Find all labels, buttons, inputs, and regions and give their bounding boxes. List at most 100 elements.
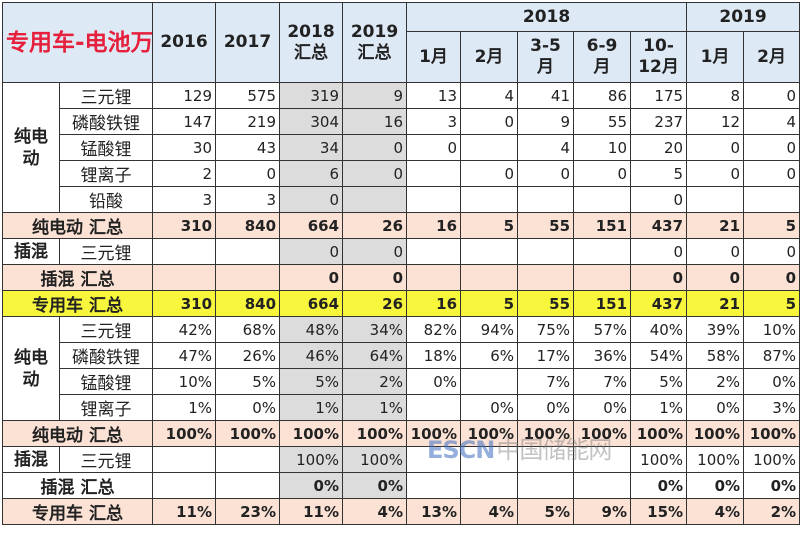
table-cell bbox=[517, 446, 575, 473]
table-cell bbox=[573, 446, 632, 473]
row-label: 纯电动 汇总 bbox=[1, 420, 154, 447]
table-cell: 0 bbox=[460, 108, 519, 135]
table-cell: 54% bbox=[630, 342, 688, 369]
table-cell: 18% bbox=[406, 342, 462, 369]
row-label: 三元锂 bbox=[58, 238, 154, 265]
table-cell: 2 bbox=[152, 160, 217, 187]
table-cell: 3% bbox=[743, 394, 800, 421]
table-cell: 0 bbox=[743, 238, 800, 265]
table-cell: 0% bbox=[460, 394, 519, 421]
table-cell: 151 bbox=[573, 290, 632, 317]
table-title-text: 专用车-电池万度 bbox=[6, 29, 153, 56]
table-cell bbox=[743, 186, 800, 213]
table-cell: 0 bbox=[279, 186, 344, 213]
table-cell: 75% bbox=[517, 316, 575, 343]
table-cell: 0% bbox=[686, 472, 745, 499]
table-cell: 86 bbox=[573, 82, 632, 109]
table-row: 专用车 汇总 11% 23% 11% 4% 13% 4% 5% 9% 15% 4% 2% bbox=[1, 498, 800, 525]
table-cell bbox=[573, 264, 632, 291]
table-cell bbox=[517, 186, 575, 213]
header-text: 1月 bbox=[419, 46, 448, 67]
row-label: 三元锂 bbox=[58, 82, 154, 109]
table-cell: 175 bbox=[630, 82, 688, 109]
table-cell: 310 bbox=[152, 290, 217, 317]
table-row: 专用车 汇总 310 840 664 26 16 5 55 151 437 21 5 bbox=[1, 290, 800, 317]
table-cell: 87% bbox=[743, 342, 800, 369]
table-cell: 11% bbox=[152, 498, 217, 525]
table-cell: 0 bbox=[279, 238, 344, 265]
table-cell: 310 bbox=[152, 212, 217, 239]
table-cell: 147 bbox=[152, 108, 217, 135]
header-row: 1月 2月 3-5 月 6-9 月 10- 12月 1月 2月 bbox=[3, 31, 800, 83]
table-cell: 237 bbox=[630, 108, 688, 135]
table-cell: 13 bbox=[406, 82, 462, 109]
table-cell: 4% bbox=[460, 498, 519, 525]
table-cell: 41 bbox=[517, 82, 575, 109]
table-cell: 0% bbox=[342, 472, 408, 499]
column-header-year: 2018 汇总 bbox=[279, 2, 344, 83]
table-cell: 34 bbox=[279, 134, 344, 161]
table-cell: 6% bbox=[460, 342, 519, 369]
table-cell bbox=[573, 238, 632, 265]
table-cell: 34% bbox=[342, 316, 408, 343]
header-text: 3-5 bbox=[530, 36, 561, 56]
table-cell: 1% bbox=[342, 394, 408, 421]
row-label: 专用车 汇总 bbox=[1, 498, 154, 525]
table-cell bbox=[460, 238, 519, 265]
table-cell: 100% bbox=[406, 420, 462, 447]
table-cell: 0 bbox=[630, 238, 688, 265]
column-header-month-2019: 2月 bbox=[743, 31, 800, 83]
table-cell: 7% bbox=[517, 368, 575, 395]
table-cell: 100% bbox=[686, 420, 745, 447]
table-cell: 5 bbox=[743, 212, 800, 239]
row-group-label: 插混 bbox=[2, 238, 60, 265]
table-cell: 39% bbox=[686, 316, 745, 343]
table-cell: 17% bbox=[517, 342, 575, 369]
table-cell bbox=[342, 186, 408, 213]
table-cell: 94% bbox=[460, 316, 519, 343]
table-cell: 9 bbox=[517, 108, 575, 135]
table-cell: 21 bbox=[686, 212, 745, 239]
table-cell: 2% bbox=[743, 498, 800, 525]
table-cell bbox=[460, 368, 519, 395]
row-group-text: 插混 bbox=[14, 449, 48, 470]
table-cell: 7% bbox=[573, 368, 632, 395]
row-label: 锂离子 bbox=[58, 160, 154, 187]
header-text: 2018 bbox=[287, 21, 335, 42]
table-cell: 100% bbox=[630, 420, 688, 447]
table-cell: 55 bbox=[573, 108, 632, 135]
table-cell: 0 bbox=[686, 160, 745, 187]
column-header-year: 2017 bbox=[215, 2, 281, 83]
table-cell: 16 bbox=[342, 108, 408, 135]
column-header-year: 2016 bbox=[152, 2, 217, 83]
table-row: 锰酸锂 30 43 34 0 0 4 10 20 0 0 bbox=[3, 134, 800, 161]
table-cell: 129 bbox=[152, 82, 217, 109]
table-cell: 46% bbox=[279, 342, 344, 369]
table-cell: 151 bbox=[573, 212, 632, 239]
row-label: 锂离子 bbox=[58, 394, 154, 421]
row-group-label: 纯电动 bbox=[2, 316, 60, 421]
table-cell: 0 bbox=[342, 238, 408, 265]
table-cell: 68% bbox=[215, 316, 281, 343]
table-cell: 100% bbox=[686, 446, 745, 473]
column-header-month-2018: 6-9 月 bbox=[573, 31, 632, 83]
table-cell: 4 bbox=[460, 82, 519, 109]
table-cell bbox=[406, 160, 462, 187]
table-cell: 4 bbox=[517, 134, 575, 161]
table-cell: 30 bbox=[152, 134, 217, 161]
table-cell: 1% bbox=[279, 394, 344, 421]
row-label: 三元锂 bbox=[58, 446, 154, 473]
header-text: 12月 bbox=[638, 57, 679, 77]
table-cell: 3 bbox=[215, 186, 281, 213]
table-cell: 100% bbox=[152, 420, 217, 447]
table-cell: 0 bbox=[279, 264, 344, 291]
row-group-text: 纯电动 bbox=[14, 347, 48, 390]
table-cell: 0 bbox=[686, 238, 745, 265]
table-cell bbox=[460, 134, 519, 161]
table-cell: 82% bbox=[406, 316, 462, 343]
table-cell: 16 bbox=[406, 290, 462, 317]
table-cell bbox=[215, 238, 281, 265]
row-label: 锰酸锂 bbox=[58, 368, 154, 395]
table-cell: 5 bbox=[743, 290, 800, 317]
header-text: 2016 bbox=[160, 32, 208, 52]
